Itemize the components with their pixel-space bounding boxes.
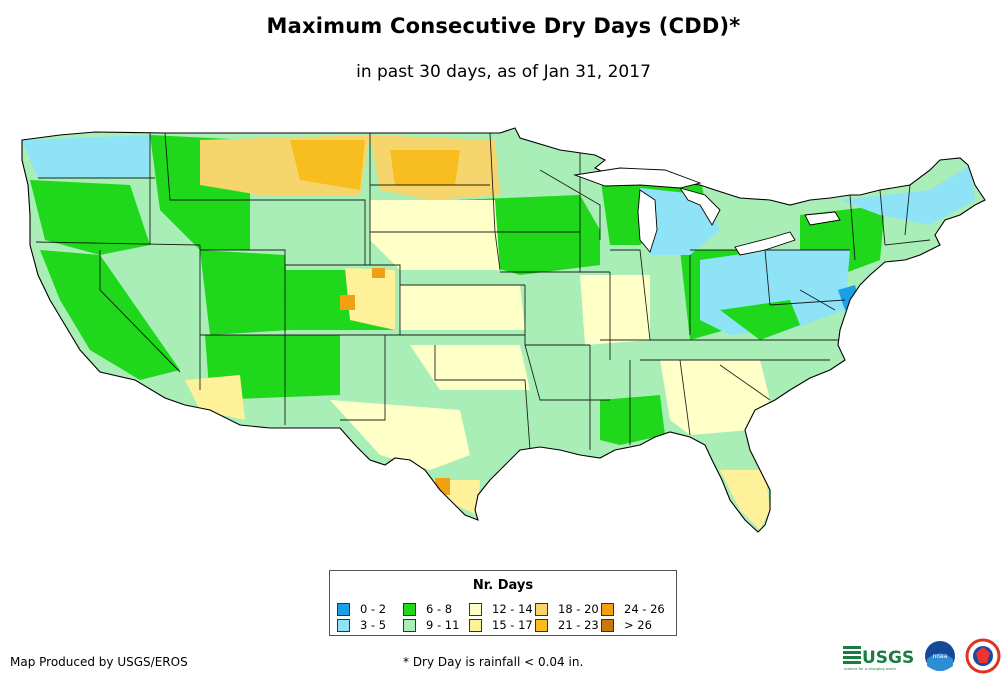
cdd-region	[330, 400, 470, 470]
cdd-region	[22, 135, 150, 178]
legend-label: 12 - 14	[492, 602, 533, 616]
legend-swatch	[403, 618, 416, 632]
cdd-region	[200, 250, 290, 335]
nws-logo	[965, 638, 1001, 674]
cdd-region	[580, 275, 650, 345]
legend-title: Nr. Days	[472, 578, 534, 593]
cdd-region	[372, 268, 385, 278]
usgs-logo: USGS science for a changing world	[843, 646, 914, 671]
legend-item: > 26	[601, 617, 667, 633]
legend-item: 9 - 11	[403, 617, 469, 633]
cdd-region	[600, 395, 665, 445]
legend-item: 0 - 2	[337, 601, 403, 617]
cdd-region	[720, 300, 800, 340]
usgs-logo-tagline: science for a changing world	[844, 667, 896, 671]
cdd-region	[840, 165, 975, 225]
cdd-region	[185, 375, 245, 420]
legend-label: 9 - 11	[426, 618, 460, 632]
legend-swatch	[469, 618, 482, 632]
legend-item: 6 - 8	[403, 601, 469, 617]
legend-swatch	[535, 618, 548, 632]
legend-label: > 26	[624, 618, 652, 632]
legend-item: 12 - 14	[469, 601, 535, 617]
map-title: Maximum Consecutive Dry Days (CDD)*	[266, 14, 741, 38]
legend-item: 21 - 23	[535, 617, 601, 633]
noaa-logo: noaa	[925, 641, 955, 671]
legend-item: 24 - 26	[601, 601, 667, 617]
legend-label: 24 - 26	[624, 602, 665, 616]
cdd-region	[370, 200, 500, 270]
legend-items: 0 - 2 3 - 5 6 - 8 9 - 11 12 - 14 15 - 17 18 - …	[337, 601, 667, 633]
cdd-region	[290, 140, 365, 190]
noaa-logo-text: noaa	[933, 653, 948, 660]
cdd-region	[345, 268, 395, 330]
legend-item: 15 - 17	[469, 617, 535, 633]
legend: Nr. Days 0 - 2 3 - 5 6 - 8 9 - 11 12 - 14 15 …	[329, 570, 677, 636]
map-subtitle: in past 30 days, as of Jan 31, 2017	[356, 62, 651, 82]
cdd-region	[390, 150, 460, 185]
usgs-logo-text: USGS	[862, 648, 914, 668]
legend-label: 0 - 2	[360, 602, 387, 616]
legend-swatch	[337, 618, 350, 632]
legend-label: 18 - 20	[558, 602, 599, 616]
agency-logos: USGS science for a changing world noaa	[843, 638, 1001, 674]
us-cdd-map	[21, 127, 986, 533]
cdd-region	[340, 295, 355, 310]
cdd-region	[400, 285, 525, 330]
cdd-region	[410, 345, 530, 390]
legend-swatch	[469, 602, 482, 616]
cdd-region	[40, 250, 180, 380]
footnote-text: * Dry Day is rainfall < 0.04 in.	[403, 655, 584, 669]
legend-label: 21 - 23	[558, 618, 599, 632]
cdd-region	[720, 470, 770, 530]
credit-text: Map Produced by USGS/EROS	[10, 655, 188, 669]
legend-swatch	[337, 602, 350, 616]
legend-label: 15 - 17	[492, 618, 533, 632]
legend-swatch	[601, 602, 614, 616]
cdd-region	[30, 180, 150, 255]
legend-swatch	[601, 618, 614, 632]
legend-swatch	[403, 602, 416, 616]
legend-swatch	[535, 602, 548, 616]
legend-label: 3 - 5	[360, 618, 387, 632]
cdd-region	[660, 360, 770, 435]
legend-item: 3 - 5	[337, 617, 403, 633]
legend-item: 18 - 20	[535, 601, 601, 617]
legend-label: 6 - 8	[426, 602, 453, 616]
